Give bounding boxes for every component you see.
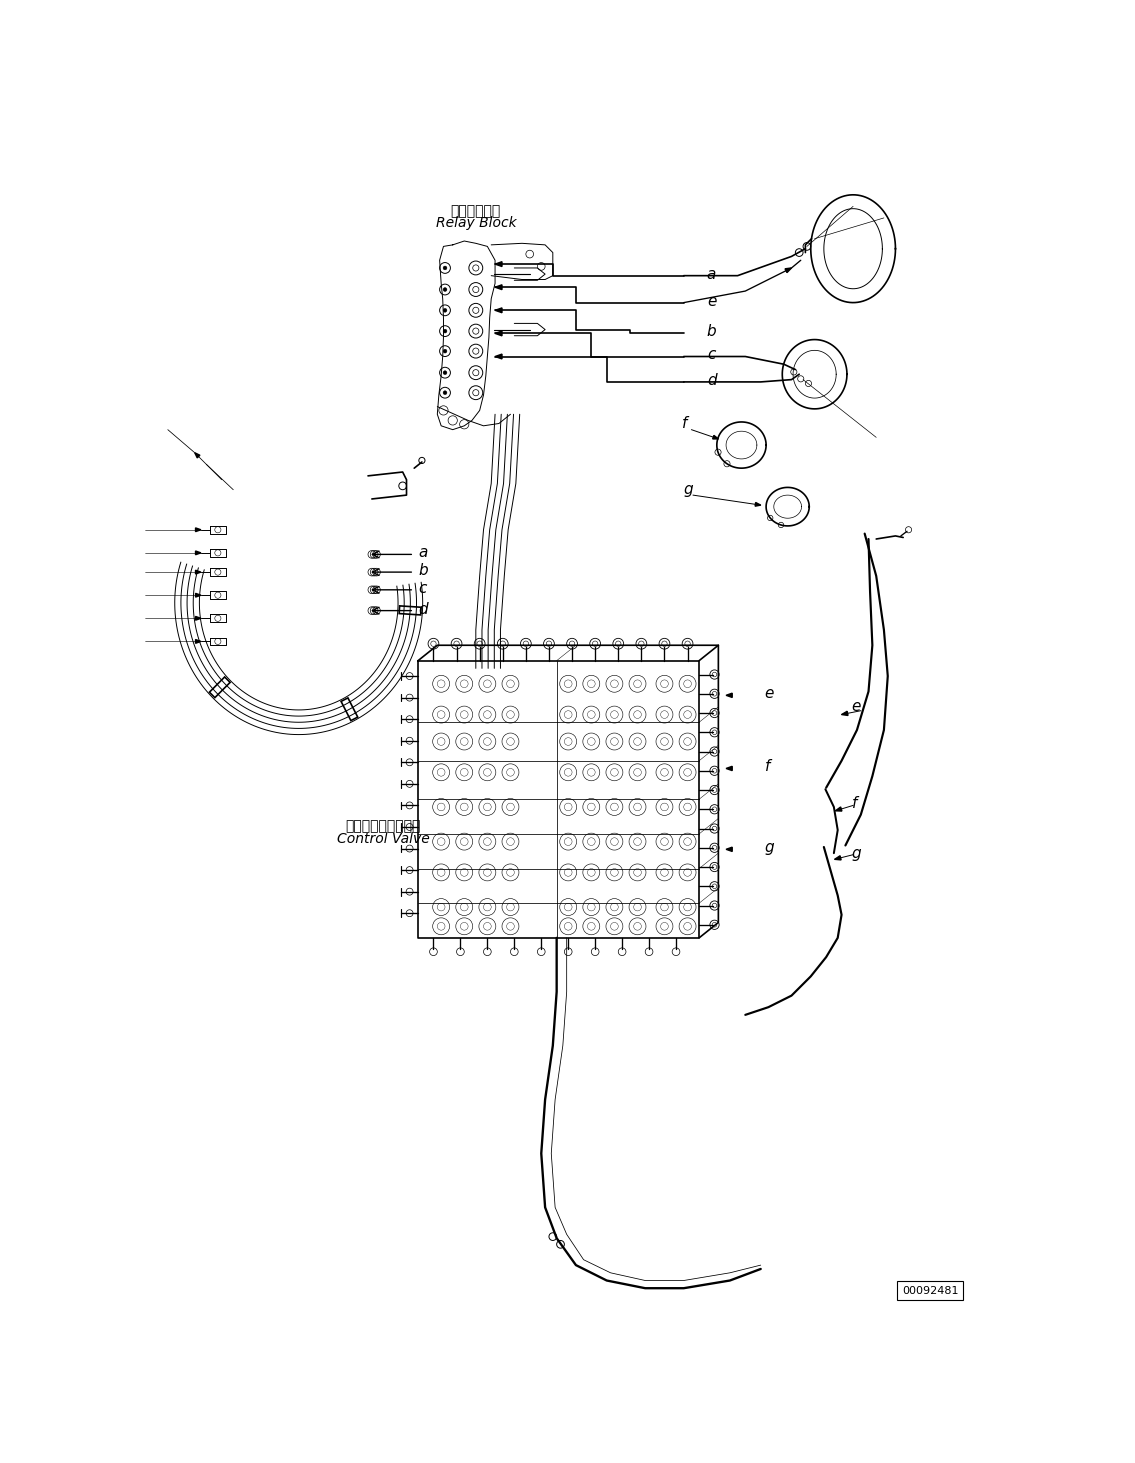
Text: f: f <box>682 415 688 432</box>
Text: b: b <box>418 563 428 578</box>
Polygon shape <box>755 502 760 506</box>
Circle shape <box>443 350 447 353</box>
Polygon shape <box>726 767 732 771</box>
Polygon shape <box>841 711 848 715</box>
Circle shape <box>443 370 447 375</box>
Text: f: f <box>851 796 857 811</box>
Polygon shape <box>726 693 732 698</box>
Text: d: d <box>418 601 428 616</box>
Polygon shape <box>495 331 502 336</box>
Circle shape <box>443 266 447 269</box>
Text: b: b <box>707 325 716 339</box>
Polygon shape <box>495 262 502 266</box>
Text: c: c <box>707 348 715 363</box>
Text: g: g <box>765 840 774 856</box>
Polygon shape <box>195 594 201 597</box>
Polygon shape <box>495 307 502 313</box>
Polygon shape <box>195 452 200 458</box>
Text: コントロールバルブ: コントロールバルブ <box>346 819 421 834</box>
Text: 中継ブロック: 中継ブロック <box>451 203 501 218</box>
Polygon shape <box>834 856 841 860</box>
Text: e: e <box>765 686 774 701</box>
Text: c: c <box>418 581 427 595</box>
Polygon shape <box>713 436 718 439</box>
Polygon shape <box>195 528 201 531</box>
Text: 00092481: 00092481 <box>902 1286 958 1296</box>
Circle shape <box>443 288 447 291</box>
Text: d: d <box>707 373 716 388</box>
Text: g: g <box>683 483 693 497</box>
Polygon shape <box>195 616 201 620</box>
Text: a: a <box>707 266 716 281</box>
Polygon shape <box>195 552 201 554</box>
Polygon shape <box>785 268 791 272</box>
Text: f: f <box>765 759 770 774</box>
Text: g: g <box>851 846 861 860</box>
Text: a: a <box>418 546 428 560</box>
Polygon shape <box>495 285 502 290</box>
Text: Control Valve: Control Valve <box>337 831 430 846</box>
Polygon shape <box>195 571 201 573</box>
Text: Relay Block: Relay Block <box>436 217 516 230</box>
Polygon shape <box>195 639 201 644</box>
Circle shape <box>443 329 447 334</box>
Circle shape <box>443 309 447 312</box>
Text: e: e <box>851 699 861 714</box>
Polygon shape <box>726 847 732 851</box>
Polygon shape <box>835 808 842 811</box>
Circle shape <box>443 391 447 395</box>
Polygon shape <box>495 354 502 358</box>
Text: e: e <box>707 294 716 309</box>
